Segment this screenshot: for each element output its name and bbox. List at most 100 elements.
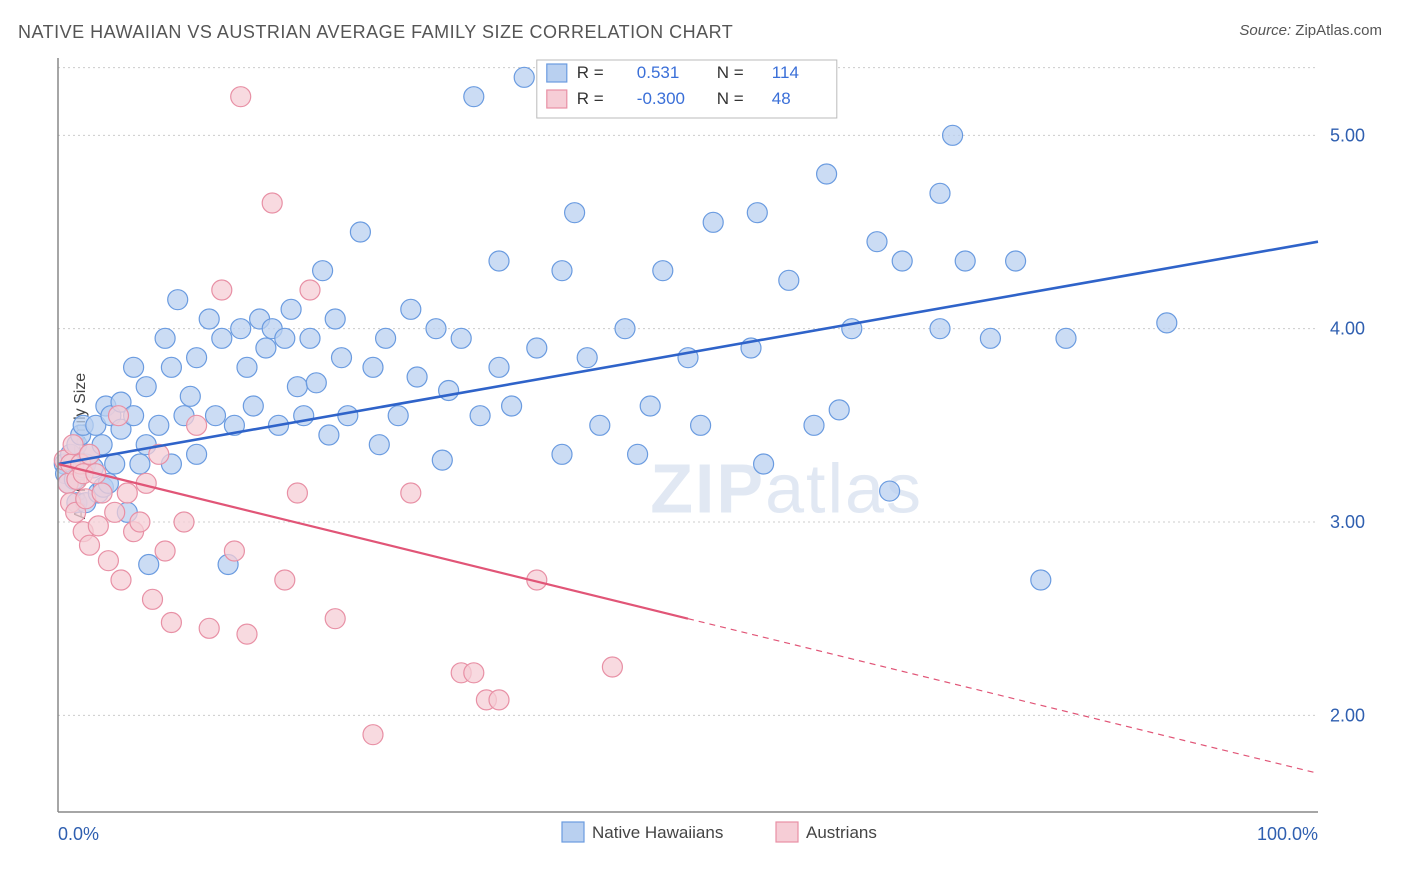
data-point-hawaiians xyxy=(514,67,534,87)
data-point-austrians xyxy=(363,725,383,745)
data-point-hawaiians xyxy=(930,319,950,339)
data-point-hawaiians xyxy=(155,328,175,348)
trend-line-hawaiians xyxy=(58,242,1318,464)
data-point-austrians xyxy=(300,280,320,300)
data-point-hawaiians xyxy=(552,444,572,464)
stats-legend-r-label-hawaiians: R = xyxy=(577,63,604,82)
data-point-hawaiians xyxy=(388,406,408,426)
data-point-hawaiians xyxy=(332,348,352,368)
data-point-hawaiians xyxy=(256,338,276,358)
data-point-hawaiians xyxy=(275,328,295,348)
data-point-hawaiians xyxy=(180,386,200,406)
data-point-austrians xyxy=(111,570,131,590)
data-point-hawaiians xyxy=(590,415,610,435)
stats-legend-n-austrians: 48 xyxy=(772,89,791,108)
data-point-hawaiians xyxy=(243,396,263,416)
data-point-hawaiians xyxy=(464,87,484,107)
data-point-hawaiians xyxy=(880,481,900,501)
stats-legend-swatch-hawaiians xyxy=(547,64,567,82)
legend-swatch-austrians xyxy=(776,822,798,842)
data-point-austrians xyxy=(199,618,219,638)
data-point-hawaiians xyxy=(199,309,219,329)
data-point-hawaiians xyxy=(502,396,522,416)
data-point-hawaiians xyxy=(124,357,144,377)
data-point-hawaiians xyxy=(653,261,673,281)
data-point-austrians xyxy=(325,609,345,629)
data-point-hawaiians xyxy=(306,373,326,393)
data-point-austrians xyxy=(98,551,118,571)
data-point-hawaiians xyxy=(136,377,156,397)
data-point-hawaiians xyxy=(829,400,849,420)
data-point-hawaiians xyxy=(426,319,446,339)
data-point-hawaiians xyxy=(754,454,774,474)
stats-legend-r-hawaiians: 0.531 xyxy=(637,63,680,82)
data-point-hawaiians xyxy=(187,348,207,368)
data-point-austrians xyxy=(212,280,232,300)
data-point-hawaiians xyxy=(130,454,150,474)
stats-legend-swatch-austrians xyxy=(547,90,567,108)
stats-legend-n-label-austrians: N = xyxy=(717,89,744,108)
data-point-austrians xyxy=(187,415,207,435)
data-point-hawaiians xyxy=(231,319,251,339)
data-point-hawaiians xyxy=(401,299,421,319)
data-point-austrians xyxy=(92,483,112,503)
data-point-hawaiians xyxy=(489,357,509,377)
data-point-austrians xyxy=(224,541,244,561)
data-point-hawaiians xyxy=(206,406,226,426)
data-point-hawaiians xyxy=(1031,570,1051,590)
source-name: ZipAtlas.com xyxy=(1295,22,1382,39)
data-point-austrians xyxy=(117,483,137,503)
source-label: Source: xyxy=(1239,22,1291,39)
correlation-chart: ZIPatlas2.003.004.005.000.0%100.0%R =0.5… xyxy=(50,48,1390,858)
data-point-austrians xyxy=(155,541,175,561)
data-point-hawaiians xyxy=(955,251,975,271)
data-point-hawaiians xyxy=(930,183,950,203)
y-tick-label: 2.00 xyxy=(1330,705,1365,725)
data-point-hawaiians xyxy=(577,348,597,368)
data-point-hawaiians xyxy=(432,450,452,470)
chart-title: NATIVE HAWAIIAN VS AUSTRIAN AVERAGE FAMI… xyxy=(18,22,733,43)
data-point-austrians xyxy=(602,657,622,677)
data-point-hawaiians xyxy=(369,435,389,455)
data-point-hawaiians xyxy=(527,338,547,358)
legend-label-hawaiians: Native Hawaiians xyxy=(592,823,723,842)
data-point-austrians xyxy=(80,535,100,555)
data-point-hawaiians xyxy=(105,454,125,474)
data-point-austrians xyxy=(174,512,194,532)
data-point-austrians xyxy=(231,87,251,107)
data-point-hawaiians xyxy=(287,377,307,397)
y-tick-label: 3.00 xyxy=(1330,512,1365,532)
data-point-hawaiians xyxy=(1157,313,1177,333)
data-point-austrians xyxy=(262,193,282,213)
data-point-hawaiians xyxy=(350,222,370,242)
data-point-austrians xyxy=(130,512,150,532)
data-point-hawaiians xyxy=(451,328,471,348)
data-point-austrians xyxy=(275,570,295,590)
data-point-hawaiians xyxy=(168,290,188,310)
data-point-hawaiians xyxy=(1006,251,1026,271)
data-point-hawaiians xyxy=(817,164,837,184)
legend-swatch-hawaiians xyxy=(562,822,584,842)
data-point-hawaiians xyxy=(565,203,585,223)
data-point-austrians xyxy=(80,444,100,464)
stats-legend-n-hawaiians: 114 xyxy=(772,63,799,82)
data-point-hawaiians xyxy=(747,203,767,223)
data-point-hawaiians xyxy=(300,328,320,348)
data-point-austrians xyxy=(105,502,125,522)
data-point-hawaiians xyxy=(779,270,799,290)
data-point-hawaiians xyxy=(319,425,339,445)
data-point-hawaiians xyxy=(615,319,635,339)
data-point-hawaiians xyxy=(313,261,333,281)
data-point-hawaiians xyxy=(139,555,159,575)
data-point-hawaiians xyxy=(149,415,169,435)
data-point-hawaiians xyxy=(1056,328,1076,348)
data-point-hawaiians xyxy=(187,444,207,464)
data-point-hawaiians xyxy=(943,125,963,145)
stats-legend-r-label-austrians: R = xyxy=(577,89,604,108)
data-point-hawaiians xyxy=(552,261,572,281)
data-point-hawaiians xyxy=(376,328,396,348)
data-point-austrians xyxy=(143,589,163,609)
data-point-hawaiians xyxy=(281,299,301,319)
stats-legend-n-label-hawaiians: N = xyxy=(717,63,744,82)
data-point-austrians xyxy=(464,663,484,683)
